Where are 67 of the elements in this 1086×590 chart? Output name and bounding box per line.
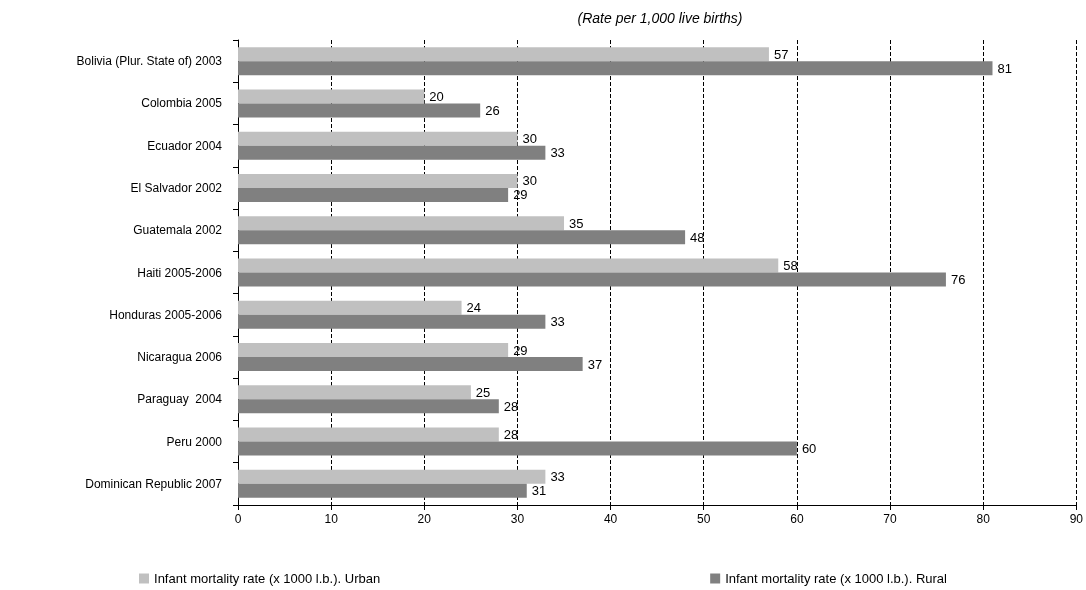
legend-label: Infant mortality rate (x 1000 l.b.). Rural [725, 571, 948, 586]
data-label: 33 [550, 145, 565, 161]
x-tick-label: 10 [324, 512, 339, 526]
bar [238, 47, 769, 62]
y-tick-label: Nicaragua 2006 [137, 350, 223, 365]
data-label: 29 [513, 342, 528, 358]
bar [238, 89, 425, 104]
x-tick-label: 80 [976, 512, 991, 526]
data-label: 81 [997, 60, 1012, 76]
x-tick-label: 70 [883, 512, 898, 526]
data-label: 35 [569, 215, 584, 231]
bar [238, 483, 527, 498]
data-label: 31 [531, 483, 547, 499]
x-tick-label: 30 [510, 512, 525, 526]
bar [238, 103, 481, 118]
data-label: 58 [783, 258, 798, 273]
y-tick-label: Paraguay 2004 [137, 392, 223, 407]
bar [238, 441, 797, 456]
bar [238, 187, 509, 202]
y-tick-label: Haiti 2005-2006 [137, 265, 223, 280]
y-tick-label: Colombia 2005 [141, 96, 223, 111]
x-tick-label: 90 [1069, 512, 1084, 526]
data-label: 57 [773, 46, 789, 62]
bar [238, 216, 565, 231]
data-label: 30 [522, 173, 537, 189]
data-label: 24 [466, 300, 482, 316]
bar [238, 343, 509, 358]
data-label: 28 [503, 427, 519, 443]
data-label: 30 [522, 131, 537, 147]
bar [238, 131, 518, 146]
data-label: 26 [485, 102, 500, 118]
bar [238, 314, 546, 329]
y-tick-label: Dominican Republic 2007 [85, 476, 223, 491]
bar [238, 469, 546, 484]
y-tick-label: Honduras 2005-2006 [109, 307, 223, 322]
bar [238, 399, 499, 414]
data-label: 33 [550, 469, 565, 485]
y-tick-label: Ecuador 2004 [147, 138, 223, 153]
bar [238, 61, 993, 76]
bar [238, 145, 546, 160]
data-label: 25 [475, 384, 491, 400]
y-tick-label: El Salvador 2002 [130, 180, 223, 195]
bar [238, 300, 462, 315]
y-tick-label: Guatemala 2002 [133, 223, 223, 238]
bar [238, 258, 779, 273]
bar [238, 385, 471, 400]
x-tick-label: 50 [697, 512, 711, 526]
bar [238, 427, 499, 442]
bar [238, 357, 583, 372]
bar [238, 272, 946, 287]
data-label: 20 [429, 88, 444, 104]
chart-title: (Rate per 1,000 live births) [577, 10, 743, 26]
bar [238, 173, 518, 188]
data-label: 33 [550, 314, 565, 330]
bar [238, 230, 686, 245]
y-tick-label: Peru 2000 [166, 434, 223, 449]
x-tick-label: 40 [603, 512, 618, 526]
data-label: 76 [950, 272, 966, 287]
data-label: 29 [513, 187, 528, 203]
x-tick-label: 20 [417, 512, 432, 526]
data-label: 60 [801, 441, 817, 457]
y-tick-label: Bolivia (Plur. State of) 2003 [76, 54, 223, 69]
data-label: 28 [503, 398, 519, 414]
data-label: 37 [587, 356, 603, 372]
legend-label: Infant mortality rate (x 1000 l.b.). Urban [154, 571, 381, 586]
x-tick-label: 60 [790, 512, 804, 526]
x-tick-label: 0 [234, 512, 242, 526]
